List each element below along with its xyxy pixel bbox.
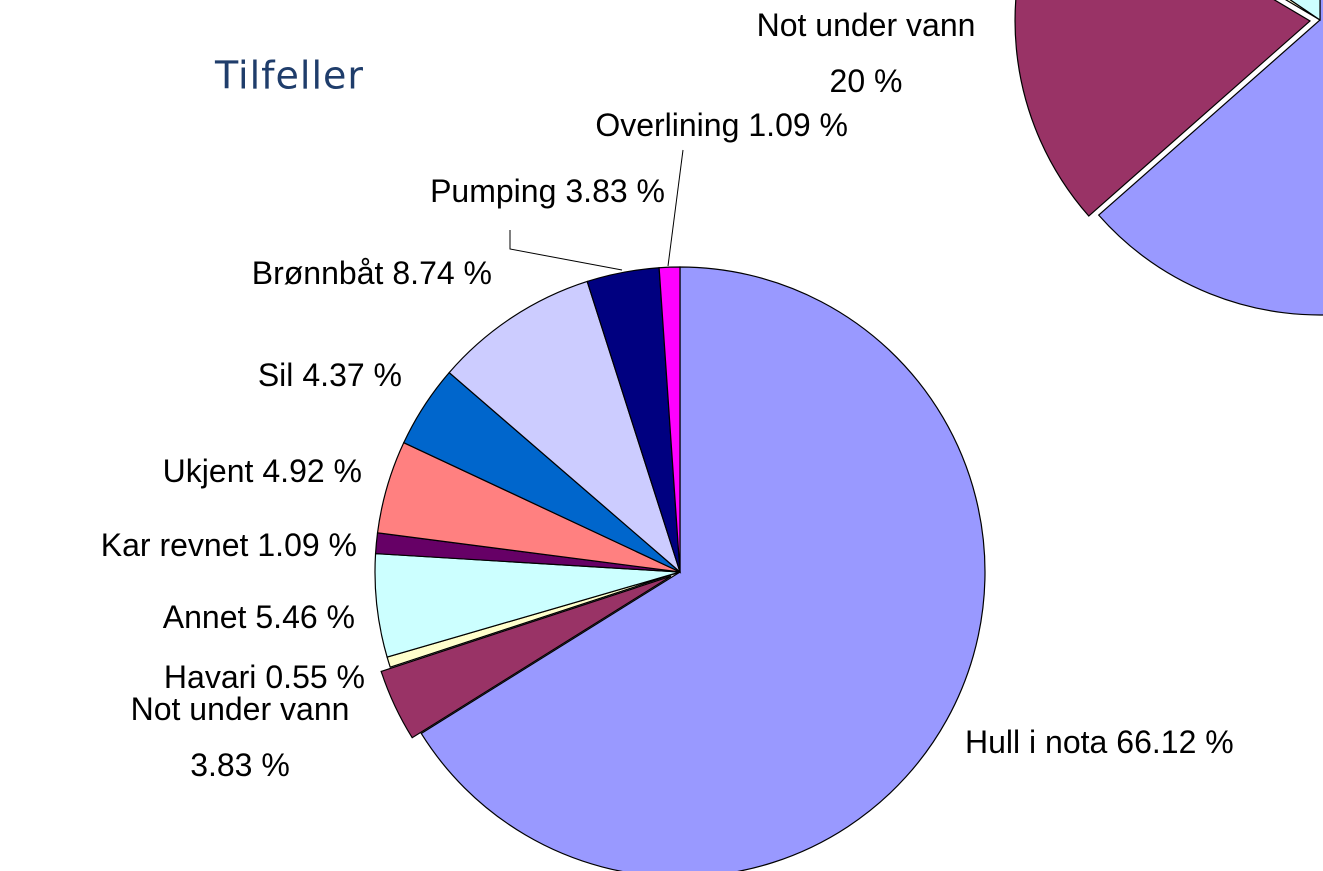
label-name: Annet [163,599,247,635]
label-name: Brønnbåt [252,255,384,291]
slice-label: Brønnbåt 8.74 % [252,255,492,291]
leader-line [667,149,684,267]
slice-label: Ukjent 4.92 % [163,453,362,489]
label-value: 5.46 % [255,599,355,635]
slice-label: Sil 4.37 % [258,357,402,393]
label-name: Pumping [430,173,556,209]
label-name: Hull i nota [965,724,1108,760]
label-value: 66.12 % [1116,724,1233,760]
slice-label: Kar revnet 1.09 % [101,527,357,563]
label-value: 0.55 % [265,659,365,695]
pie-slice [380,575,672,739]
slice-label: Not under vann 3.83 % [131,691,350,783]
pie-slice [1014,0,1312,217]
label-name: Havari [164,659,256,695]
label-name: Ukjent [163,453,254,489]
label-value: 4.37 % [302,357,402,393]
label-name: Not under vann [757,7,976,43]
pie-slice [658,266,681,573]
slice-label: Pumping 3.83 % [430,173,665,209]
label-value: 8.74 % [392,255,492,291]
leader-line [509,230,623,271]
pie-slice [420,266,986,871]
slice-label: Overlining 1.09 % [595,107,848,143]
slice-label: Hull i nota 66.12 % [965,724,1234,760]
pie-slice [1289,0,1321,22]
slice-label: Not under vann 20 % [757,7,976,99]
label-value: 3.83 % [190,747,290,783]
chart-title: Tilfeller [214,54,364,98]
slice-label: Havari 0.55 % [164,659,365,695]
label-value: 4.92 % [262,453,362,489]
label-value: 1.09 % [748,107,848,143]
label-value: 20 % [830,63,903,99]
label-name: Sil [258,357,294,393]
label-name: Kar revnet [101,527,249,563]
pie-slice [1097,0,1323,316]
slice-label: Annet 5.46 % [163,599,355,635]
pie-slice [448,280,682,574]
label-name: Overlining [595,107,739,143]
label-value: 3.83 % [565,173,665,209]
label-value: 1.09 % [257,527,357,563]
label-name: Not under vann [131,691,350,727]
